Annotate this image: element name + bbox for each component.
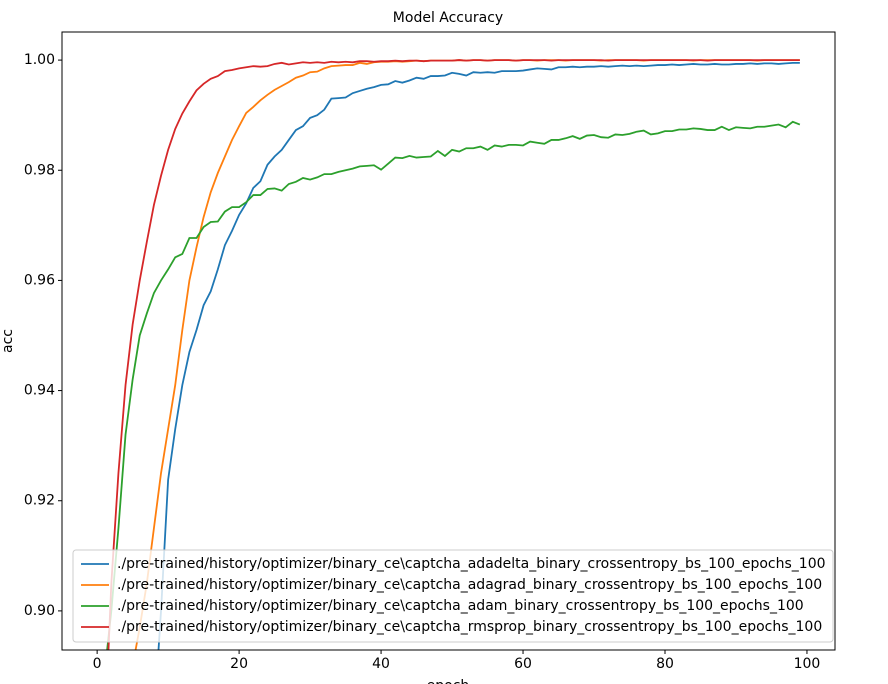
chart-title: Model Accuracy: [393, 10, 503, 26]
legend-label: ./pre-trained/history/optimizer/binary_c…: [117, 577, 822, 593]
data-line: [107, 59, 800, 650]
x-tick-label: 20: [230, 656, 248, 672]
legend-label: ./pre-trained/history/optimizer/binary_c…: [117, 556, 826, 572]
legend: ./pre-trained/history/optimizer/binary_c…: [72, 549, 834, 643]
y-tick-label: 0.90: [24, 603, 55, 619]
y-tick-label: 0.94: [24, 383, 55, 399]
plot-frame: [61, 31, 836, 651]
y-tick-label: 0.98: [24, 162, 55, 178]
x-axis-label: epoch: [427, 678, 470, 684]
x-tick-label: 40: [372, 656, 390, 672]
x-tick-label: 60: [514, 656, 532, 672]
x-tick-label: 80: [656, 656, 674, 672]
data-line: [157, 61, 800, 650]
legend-label: ./pre-trained/history/optimizer/binary_c…: [117, 619, 822, 635]
x-tick-label: 100: [794, 656, 821, 672]
y-tick-label: 1.00: [24, 52, 55, 68]
plot-lines: [106, 59, 801, 650]
y-tick-label: 0.96: [24, 272, 55, 288]
x-tick-label: 0: [93, 656, 102, 672]
y-tick-label: 0.92: [24, 493, 55, 509]
legend-label: ./pre-trained/history/optimizer/binary_c…: [117, 598, 804, 614]
y-axis-label: acc: [0, 329, 16, 353]
legend-box: [72, 549, 834, 643]
data-line: [106, 120, 801, 650]
